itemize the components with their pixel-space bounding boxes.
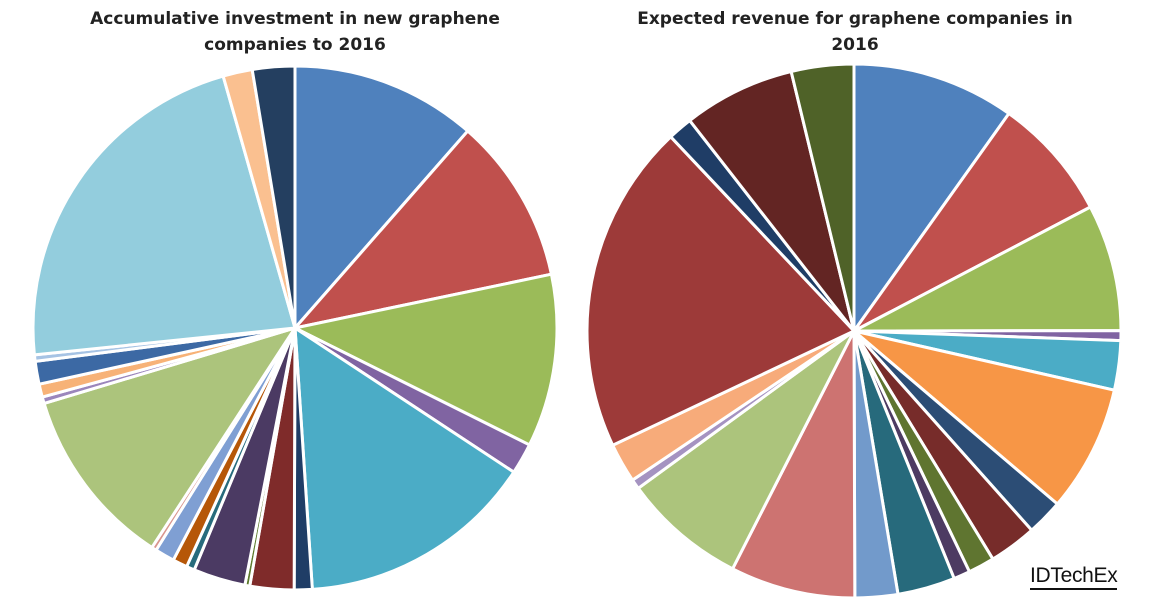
revenue-slice-2 [852, 112, 1092, 333]
revenue-slice-13 [731, 329, 857, 600]
pie-chart-revenue [585, 62, 1123, 600]
investment-slice-14 [42, 326, 297, 549]
investment-slice-5 [293, 326, 516, 591]
investment-slice-3 [293, 272, 559, 447]
idtechex-logo: IDTechEx [1030, 564, 1118, 590]
chart-title-left: Accumulative investment in new graphene … [60, 6, 530, 58]
investment-slice-19 [31, 74, 297, 357]
chart-title-right: Expected revenue for graphene companies … [610, 6, 1100, 58]
revenue-slice-17 [585, 135, 856, 447]
chart-title-right-line-2: 2016 [831, 35, 879, 55]
investment-slice-21 [250, 64, 297, 330]
revenue-slice-14 [636, 329, 856, 571]
investment-slice-1 [293, 64, 470, 330]
pie-chart-investment [31, 64, 559, 592]
chart-title-left-line-1: Accumulative investment in new graphene [90, 9, 500, 29]
investment-slice-2 [293, 129, 553, 330]
revenue-slice-1 [852, 62, 1011, 333]
revenue-slice-19 [688, 70, 856, 333]
revenue-slice-6 [852, 329, 1116, 506]
revenue-slice-3 [852, 205, 1123, 333]
chart-title-left-line-2: companies to 2016 [204, 35, 386, 55]
revenue-slice-20 [789, 62, 856, 333]
chart-title-right-line-1: Expected revenue for graphene companies … [637, 9, 1073, 29]
logo-text: IDTechEx [1030, 564, 1118, 590]
